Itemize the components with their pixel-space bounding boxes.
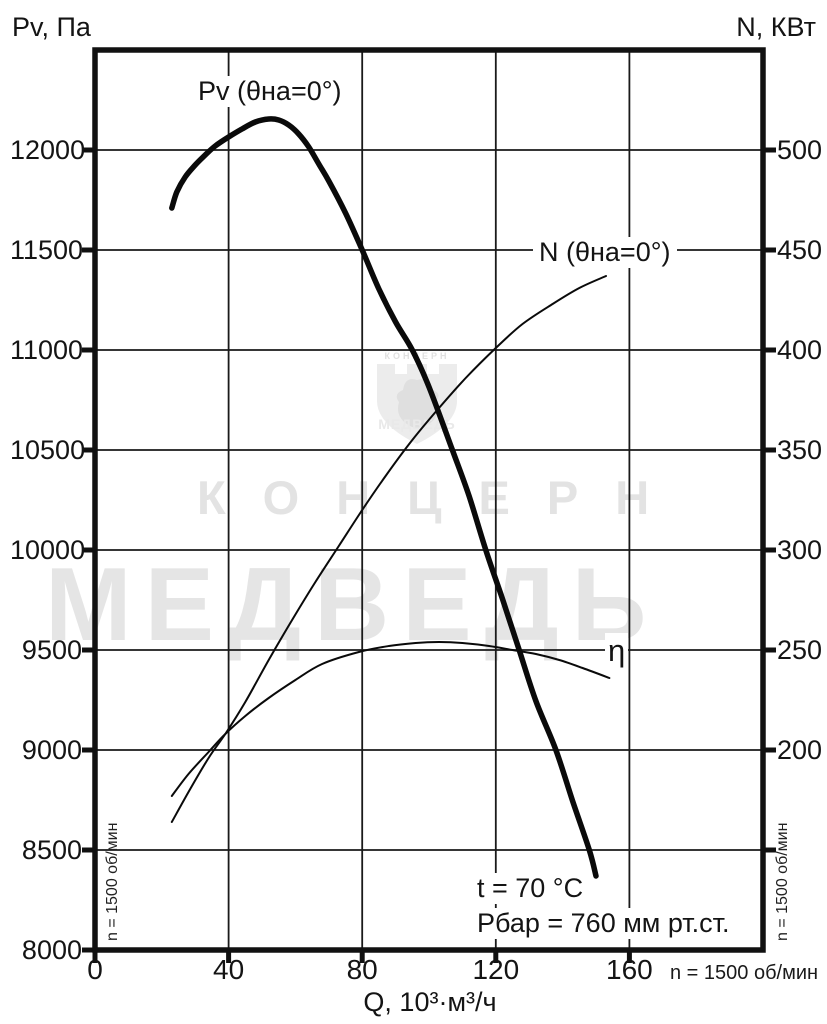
curves	[169, 116, 611, 879]
axis-ticks	[82, 147, 776, 963]
eta-curve-path	[170, 640, 611, 797]
watermark-logo-bottom-text: МЕДВЕДЬ	[378, 416, 456, 432]
plot-border	[92, 47, 766, 953]
watermark-text-koncern: КОНЦЕРН	[197, 471, 687, 524]
watermark-text-medved: МЕДВЕДЬ	[45, 547, 660, 663]
gridlines	[95, 50, 763, 950]
bear-shield-logo	[377, 364, 457, 444]
pv-curve-path	[169, 116, 599, 879]
n-curve-path	[170, 275, 607, 823]
